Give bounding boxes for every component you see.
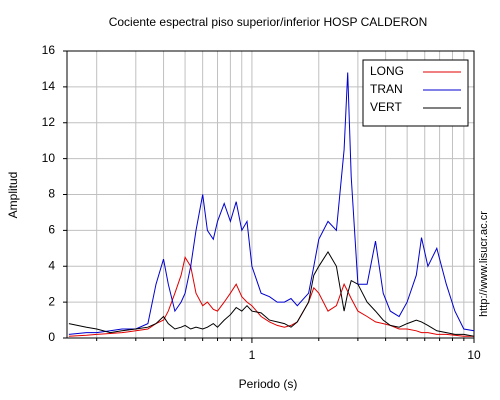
legend-box [362, 59, 469, 127]
chart-title: Cociente espectral piso superior/inferio… [109, 15, 428, 29]
y-tick-label: 6 [48, 223, 55, 237]
y-tick-label: 2 [48, 294, 55, 308]
x-axis-label: Periodo (s) [239, 377, 298, 391]
series-line [68, 72, 475, 335]
y-tick-label: 0 [48, 330, 55, 344]
legend-label: LONG [370, 64, 404, 78]
y-tick-label: 16 [42, 43, 56, 57]
y-tick-label: 10 [42, 151, 56, 165]
y-tick-label: 4 [48, 258, 55, 272]
plot-frame [66, 50, 475, 339]
y-tick-label: 8 [48, 187, 55, 201]
y-axis-label: Amplitud [6, 172, 20, 219]
series-line [68, 250, 475, 337]
y-tick-label: 14 [42, 79, 56, 93]
side-note: http://www.lisucr.ac.cr [478, 211, 490, 317]
legend-label: VERT [370, 100, 402, 114]
legend-label: TRAN [370, 82, 403, 96]
y-tick-label: 12 [42, 115, 56, 129]
series-line [68, 255, 474, 337]
x-tick-label: 1 [249, 348, 256, 362]
x-tick-label: 10 [467, 348, 481, 362]
